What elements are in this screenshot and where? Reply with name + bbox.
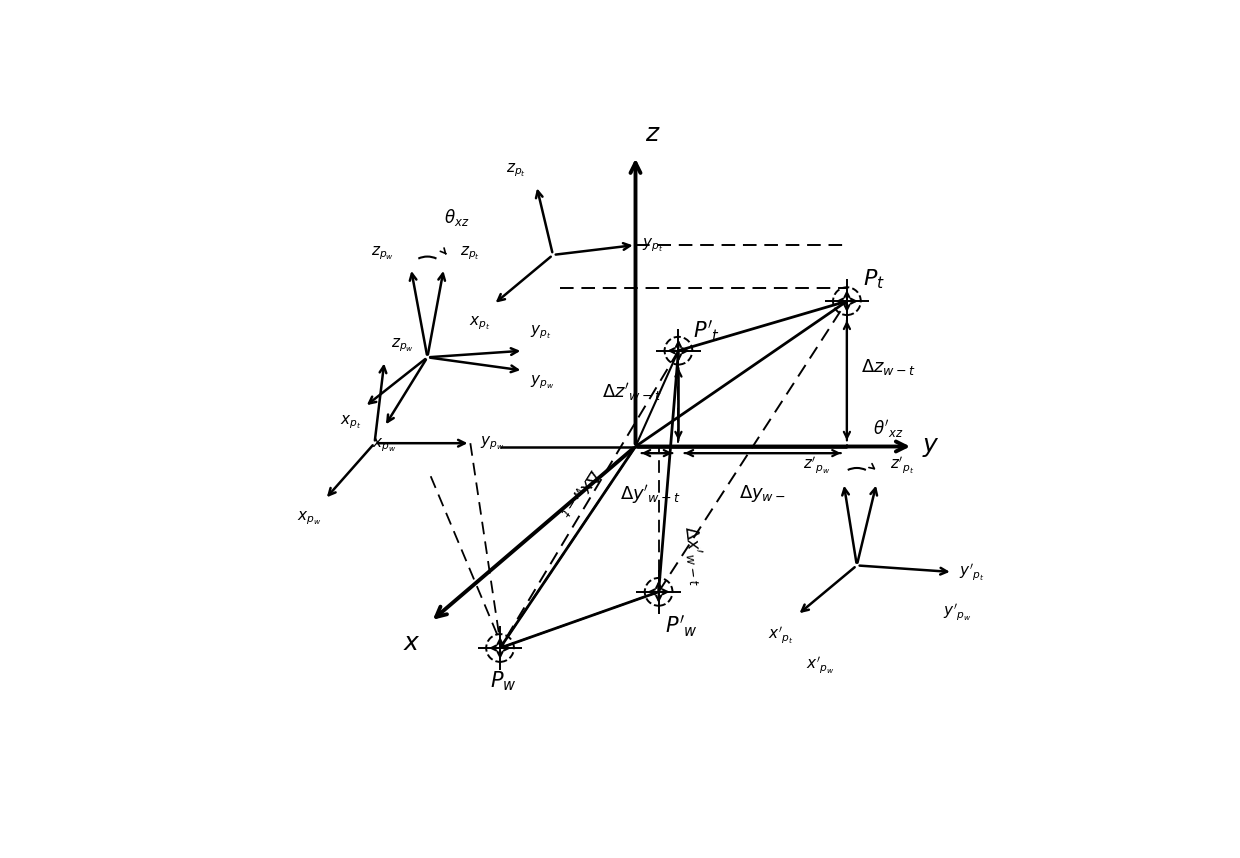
Text: $x'_{p_t}$: $x'_{p_t}$ — [769, 625, 794, 646]
Text: $P_t$: $P_t$ — [863, 268, 885, 291]
Text: $y'_{p_t}$: $y'_{p_t}$ — [960, 561, 985, 583]
Text: $P_w$: $P_w$ — [490, 669, 517, 692]
Text: $z_{p_w}$: $z_{p_w}$ — [391, 336, 414, 354]
Text: $\Delta z_{w-t}$: $\Delta z_{w-t}$ — [862, 357, 916, 378]
Text: $\Delta y'_{w-t}$: $\Delta y'_{w-t}$ — [620, 483, 681, 506]
Text: $y_{p_t}$: $y_{p_t}$ — [642, 236, 663, 254]
Text: $x_{p_t}$: $x_{p_t}$ — [469, 314, 490, 332]
Text: $x'_{p_w}$: $x'_{p_w}$ — [806, 655, 835, 676]
Text: $y$: $y$ — [921, 434, 939, 458]
Text: $z$: $z$ — [645, 122, 661, 146]
Text: $z_{p_t}$: $z_{p_t}$ — [460, 244, 480, 262]
Text: $x_{p_w}$: $x_{p_w}$ — [372, 437, 397, 454]
Text: $P'_w$: $P'_w$ — [665, 613, 698, 638]
Text: $x_{p_w}$: $x_{p_w}$ — [298, 510, 321, 527]
Text: $x$: $x$ — [403, 631, 420, 656]
Text: $\Delta z'_{w-t}$: $\Delta z'_{w-t}$ — [603, 381, 662, 403]
Text: $z_{p_w}$: $z_{p_w}$ — [372, 244, 394, 262]
Text: $\Delta y_{w-}$: $\Delta y_{w-}$ — [739, 483, 786, 504]
Text: $y_{p_w}$: $y_{p_w}$ — [480, 434, 505, 452]
Text: $\theta'_{xz}$: $\theta'_{xz}$ — [873, 418, 904, 440]
Text: $x_{p_t}$: $x_{p_t}$ — [340, 414, 361, 431]
Text: $\theta_{xz}$: $\theta_{xz}$ — [444, 208, 469, 228]
Text: $\Delta x'_{w-t}$: $\Delta x'_{w-t}$ — [678, 524, 708, 587]
Text: $z'_{p_t}$: $z'_{p_t}$ — [890, 455, 914, 476]
Text: $y_{p_w}$: $y_{p_w}$ — [529, 374, 554, 391]
Text: $z'_{p_w}$: $z'_{p_w}$ — [804, 455, 831, 476]
Text: $P'_t$: $P'_t$ — [693, 318, 720, 344]
Text: $\Delta x_{w-t}$: $\Delta x_{w-t}$ — [558, 465, 604, 523]
Text: $z_{p_t}$: $z_{p_t}$ — [506, 161, 527, 179]
Text: $y_{p_t}$: $y_{p_t}$ — [529, 323, 551, 341]
Text: $y'_{p_w}$: $y'_{p_w}$ — [942, 601, 971, 623]
